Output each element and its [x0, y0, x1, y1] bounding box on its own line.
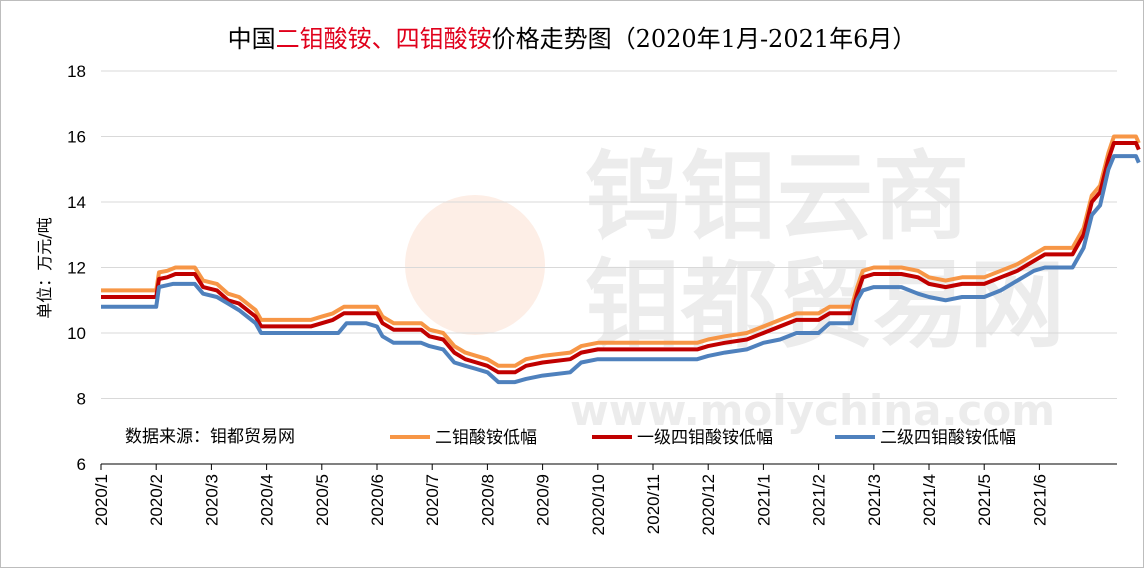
title-red-tetramolybdate: 四钼酸铵 [395, 25, 492, 53]
y-tick-labels: 6 8 10 12 14 16 18 [67, 62, 86, 474]
y-axis-label: 单位：万元/吨 [35, 217, 54, 318]
x-tick-label: 2020/7 [423, 474, 442, 526]
series-line-2 [101, 141, 1141, 375]
y-tick-label: 16 [67, 128, 86, 147]
x-tick-label: 2020/6 [368, 474, 387, 526]
title-red-dimolybdate: 二钼酸铵 [275, 25, 372, 53]
legend-label-1: 二钼酸铵低幅 [435, 428, 537, 448]
watermark-logo-circle [405, 195, 545, 335]
x-tick-label: 2020/8 [478, 474, 497, 526]
x-tick-labels: 2020/1 2020/2 2020/3 2020/4 2020/5 2020/6 2020… [92, 464, 1049, 535]
series-line-3 [101, 154, 1141, 385]
chart-title: 中国二钼酸铵、四钼酸铵价格走势图（2020年1月-2021年6月） [1, 19, 1143, 54]
x-tick-label: 2021/5 [975, 474, 994, 526]
watermark-url: www.molychina.com [570, 386, 1055, 435]
y-tick-label: 6 [77, 455, 86, 474]
series-line-1 [101, 134, 1141, 368]
x-tick-label: 2021/6 [1030, 474, 1049, 526]
x-tick-label: 2020/3 [202, 474, 221, 526]
x-tick-label: 2020/2 [147, 474, 166, 526]
legend: 二钼酸铵低幅 一级四钼酸铵低幅 二级四钼酸铵低幅 [390, 428, 1016, 448]
x-tick-label: 2020/1 [92, 474, 111, 526]
watermark: 钨钼云商 钼都贸易网 www.molychina.com [405, 141, 1065, 435]
source-note: 数据来源：钼都贸易网 [125, 427, 295, 447]
x-tick-label: 2021/1 [754, 474, 773, 526]
y-tick-label: 8 [77, 390, 86, 409]
legend-label-3: 二级四钼酸铵低幅 [880, 428, 1016, 448]
title-separator: 、 [371, 25, 396, 53]
x-tick-label: 2021/3 [865, 474, 884, 526]
legend-label-2: 一级四钼酸铵低幅 [637, 428, 773, 448]
x-tick-label: 2021/4 [920, 474, 939, 526]
y-tick-label: 10 [67, 324, 86, 343]
x-tick-label: 2020/12 [699, 474, 718, 535]
title-prefix: 中国 [227, 25, 276, 53]
title-suffix: 价格走势图（2020年1月-2021年6月） [491, 25, 917, 53]
x-tick-label: 2020/10 [589, 474, 608, 535]
x-tick-label: 2020/11 [644, 474, 663, 534]
x-tick-label: 2021/2 [810, 474, 829, 526]
x-tick-label: 2020/5 [313, 474, 332, 526]
series-lines [101, 134, 1141, 385]
y-tick-label: 14 [67, 193, 86, 212]
y-tick-label: 18 [67, 62, 86, 81]
x-tick-label: 2020/4 [258, 474, 277, 526]
watermark-line1: 钨钼云商 [585, 141, 969, 253]
x-tick-label: 2020/9 [534, 474, 553, 526]
y-tick-label: 12 [67, 259, 86, 278]
